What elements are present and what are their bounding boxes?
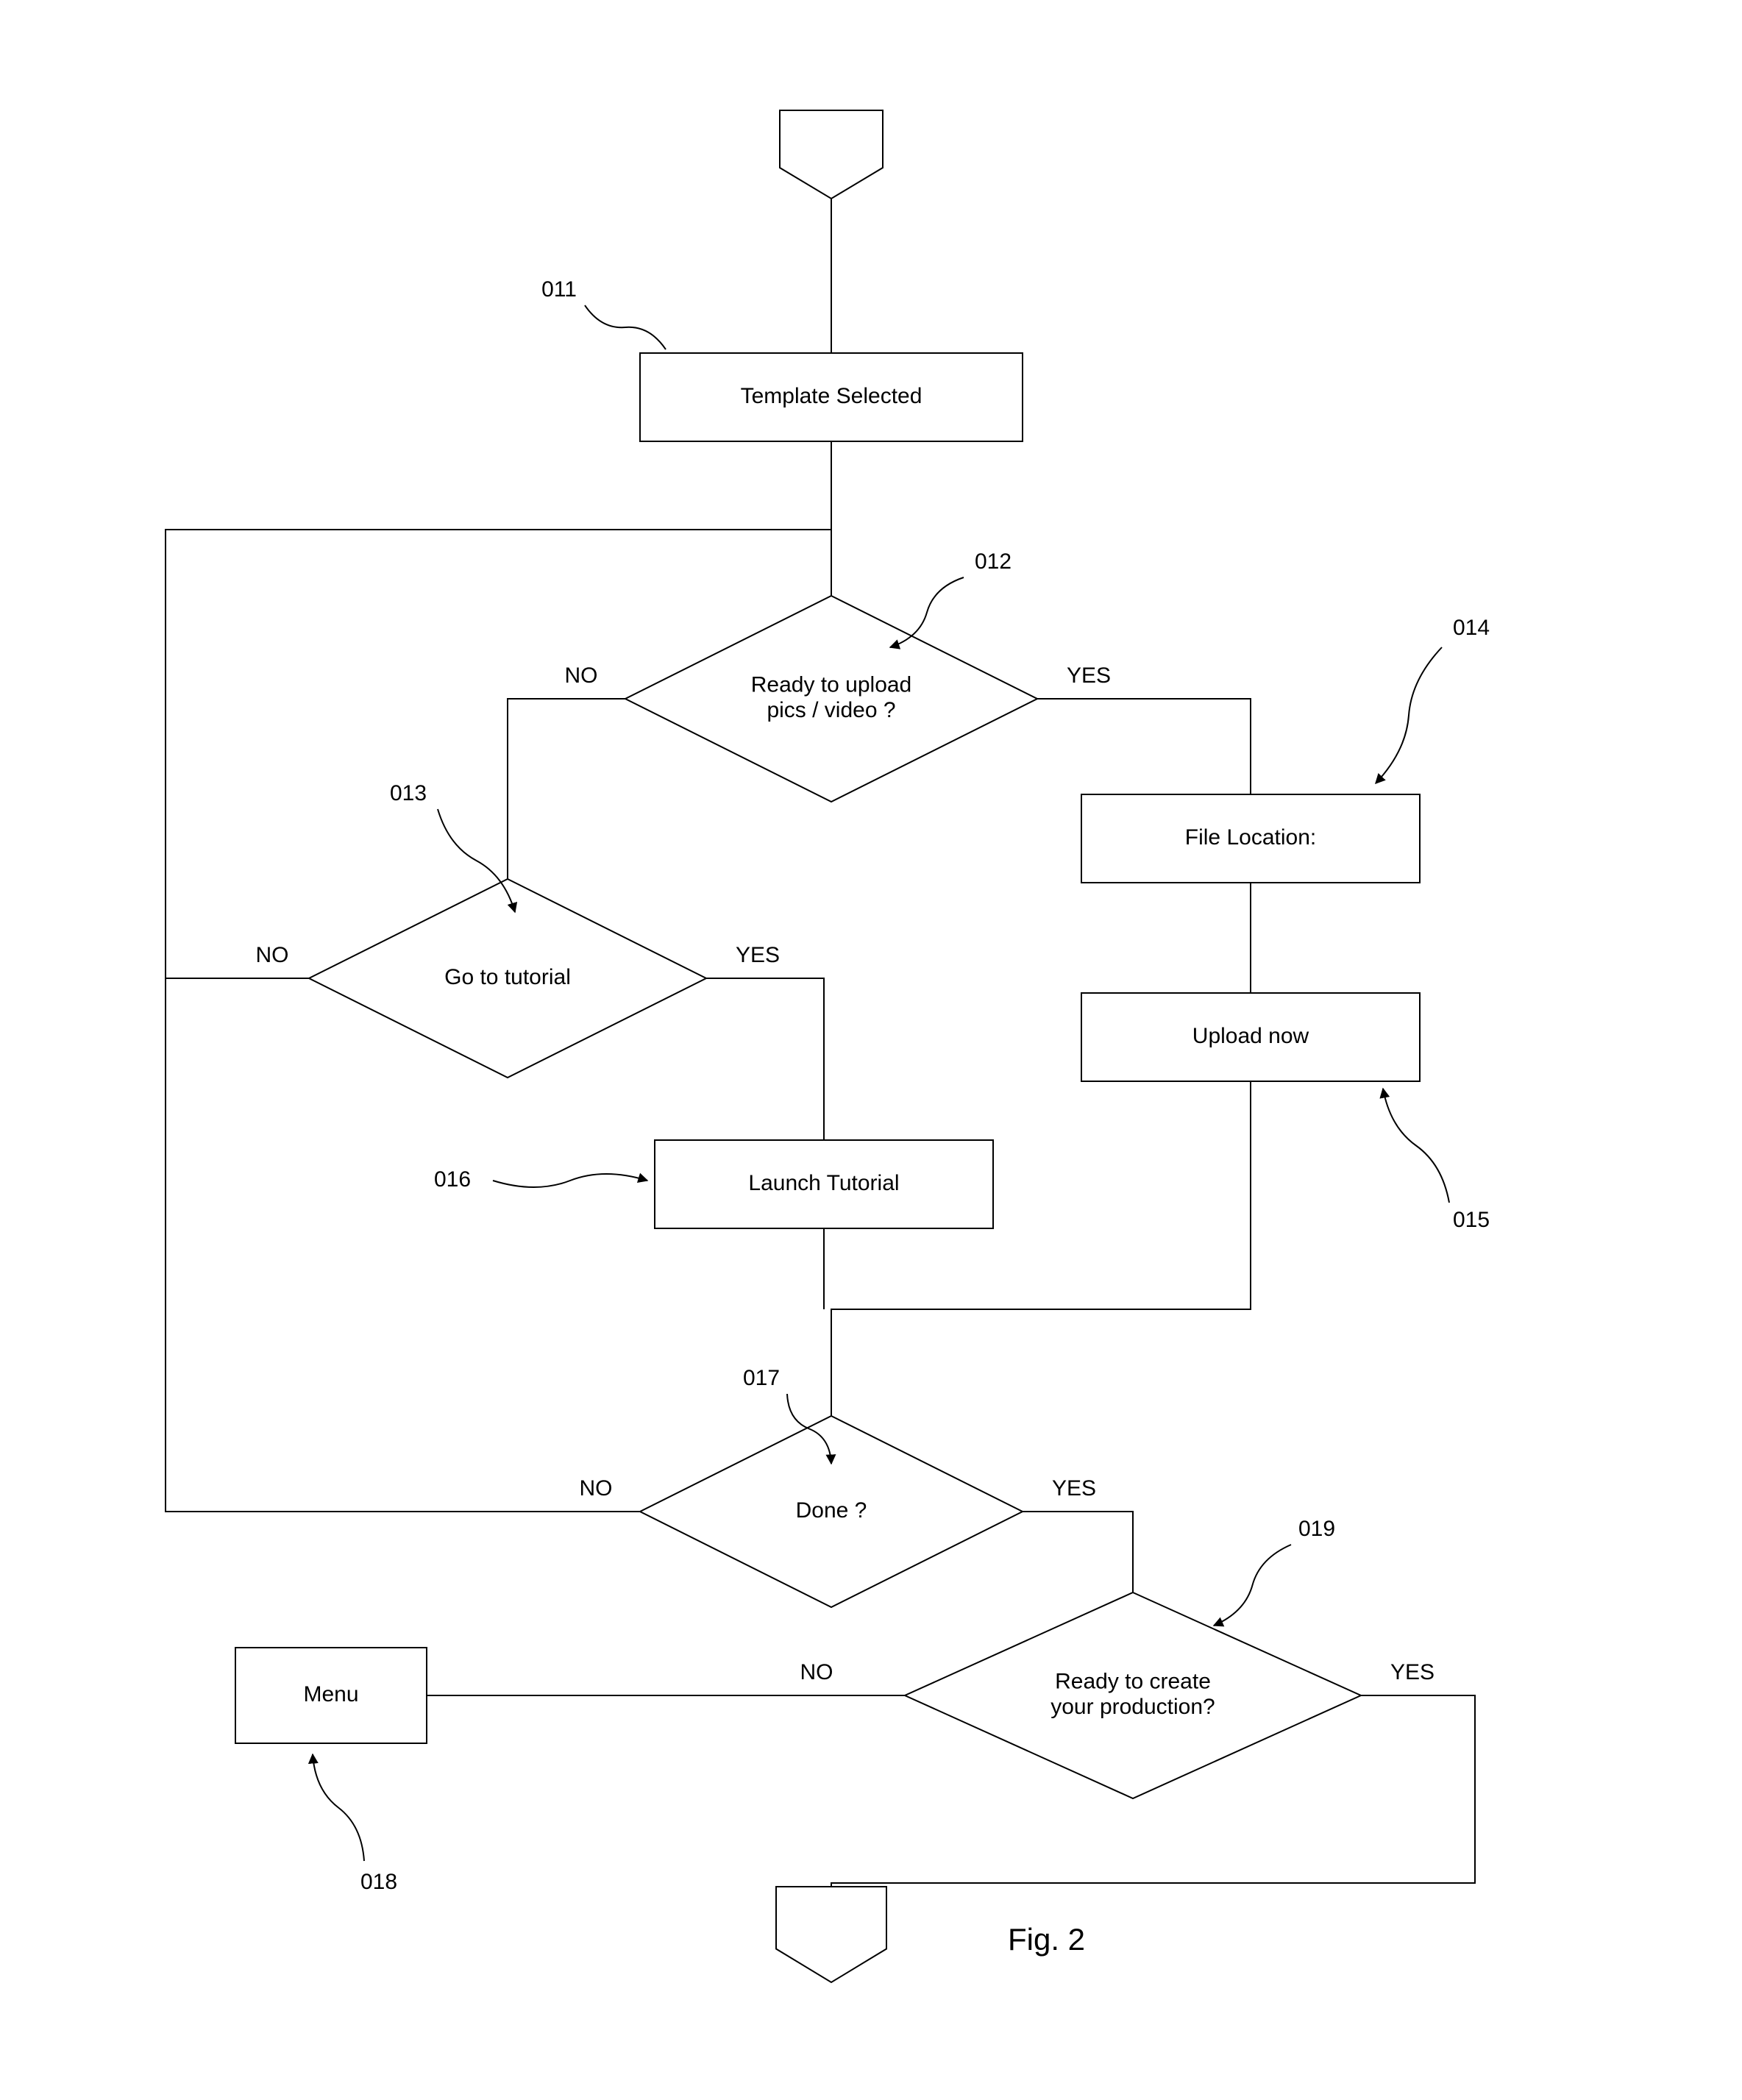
node-n013: Go to tutorial (309, 879, 706, 1078)
edge-3 (1037, 699, 1251, 794)
node-n011: Template Selected (640, 353, 1023, 441)
ref-leader-015 (1383, 1089, 1449, 1203)
edge-10 (1023, 1512, 1133, 1592)
edge-6 (706, 978, 824, 1140)
node-n014: File Location: (1081, 794, 1420, 883)
ref-015: 015 (1453, 1208, 1490, 1232)
edge-label-8: NO (256, 943, 289, 967)
node-label-n012-0: Ready to upload (751, 673, 912, 697)
node-label-n012-1: pics / video ? (767, 698, 895, 722)
edge-label-6: YES (736, 943, 780, 967)
ref-016: 016 (434, 1167, 471, 1192)
node-n016: Launch Tutorial (655, 1140, 993, 1228)
ref-017: 017 (743, 1366, 780, 1390)
node-n012: Ready to uploadpics / video ? (625, 596, 1037, 802)
node-n018: Menu (235, 1648, 427, 1743)
ref-leader-016 (493, 1174, 647, 1187)
edge-label-9: NO (580, 1476, 613, 1501)
ref-leader-014 (1376, 647, 1442, 783)
figure-label: Fig. 2 (1008, 1922, 1085, 1957)
ref-leader-011 (585, 305, 666, 349)
ref-012: 012 (975, 549, 1012, 574)
edge-label-12: YES (1390, 1660, 1435, 1684)
node-label-n013-0: Go to tutorial (444, 965, 571, 989)
node-n017: Done ? (640, 1416, 1023, 1607)
node-n019: Ready to createyour production? (905, 1592, 1361, 1798)
edge-label-3: YES (1067, 663, 1111, 688)
ref-019: 019 (1298, 1517, 1335, 1541)
ref-leader-018 (313, 1754, 364, 1861)
ref-013: 013 (390, 781, 427, 805)
ref-leader-019 (1214, 1545, 1291, 1626)
ref-018: 018 (360, 1870, 397, 1894)
flowchart-fig-2: NO YES YES NO NO YES NO YES Template Selected Re… (0, 0, 1742, 2100)
node-label-n017-0: Done ? (796, 1498, 867, 1523)
node-label-n019-1: your production? (1050, 1695, 1215, 1719)
edge-label-2: NO (565, 663, 598, 688)
node-start (780, 110, 883, 199)
node-n015: Upload now (1081, 993, 1420, 1081)
node-label-n015: Upload now (1192, 1024, 1309, 1048)
edge-9 (166, 978, 640, 1512)
edge-label-10: YES (1052, 1476, 1096, 1501)
ref-014: 014 (1453, 616, 1490, 640)
edge-5 (831, 1081, 1251, 1416)
edge-label-11: NO (800, 1660, 833, 1684)
node-end (776, 1887, 886, 1982)
node-label-n011: Template Selected (741, 384, 922, 408)
node-label-n019-0: Ready to create (1055, 1670, 1211, 1694)
ref-011: 011 (541, 277, 577, 302)
node-label-n018: Menu (303, 1682, 358, 1706)
edge-2 (508, 699, 625, 879)
node-label-n016: Launch Tutorial (748, 1171, 899, 1195)
node-label-n014: File Location: (1185, 825, 1316, 850)
